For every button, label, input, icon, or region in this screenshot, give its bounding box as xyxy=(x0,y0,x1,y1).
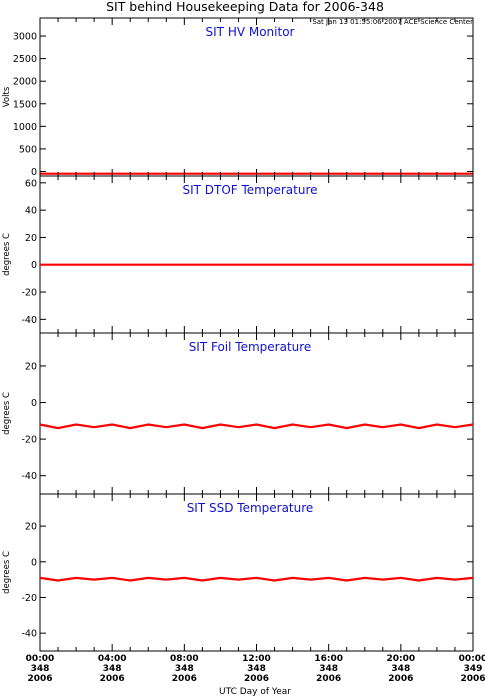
panel-frame xyxy=(39,332,474,495)
y-tick-label: -20 xyxy=(21,435,37,446)
series-line xyxy=(39,576,474,582)
y-tick-label: 20 xyxy=(25,233,37,244)
y-tick-label: -40 xyxy=(21,629,37,640)
panel-title: SIT HV Monitor xyxy=(206,25,295,39)
panel-1: 0 500 1000 1500 2000 2500 3000 SIT HV Monitor Vo… xyxy=(2,17,474,178)
x-tick-label-doy: 348 xyxy=(247,664,266,674)
y-tick-label: 0 xyxy=(31,398,37,409)
x-tick-label-doy: 348 xyxy=(103,664,122,674)
panel-2: -40 -20 0 20 40 60 SIT DTOF Temperature degrees… xyxy=(2,175,474,334)
panel-4: -40 -20 0 20 SIT SSD Temperature degrees C xyxy=(2,493,474,652)
y-tick-label: 1000 xyxy=(13,122,37,133)
x-tick-label-doy: 348 xyxy=(319,664,338,674)
y-tick-label: 3000 xyxy=(13,32,37,43)
x-tick-label-year: 2006 xyxy=(100,674,125,684)
y-tick-label: -40 xyxy=(21,471,37,482)
x-tick-label-year: 2006 xyxy=(27,674,52,684)
y-tick-label: 0 xyxy=(31,260,37,271)
x-tick-label-time: 16:00 xyxy=(314,654,343,664)
x-tick-label-time: 08:00 xyxy=(170,654,199,664)
y-tick-label: 60 xyxy=(25,178,37,189)
y-tick-label: 0 xyxy=(31,167,37,178)
x-tick-label-doy: 349 xyxy=(464,664,483,674)
x-tick-label-year: 2006 xyxy=(316,674,341,684)
x-axis: 00:00348200604:00348200608:00348200612:0… xyxy=(26,18,485,684)
y-tick-label: -20 xyxy=(21,593,37,604)
x-tick-label-year: 2006 xyxy=(388,674,413,684)
panel-frame xyxy=(39,175,474,334)
chart-title: SIT behind Housekeeping Data for 2006-34… xyxy=(106,0,384,14)
x-tick-label-time: 12:00 xyxy=(242,654,271,664)
timestamp: Sat Jan 13 01:55:06 2007 ACE Science Cen… xyxy=(312,18,473,26)
x-tick-label-year: 2006 xyxy=(244,674,269,684)
panel-title: SIT Foil Temperature xyxy=(189,340,312,354)
panel-3: -40 -20 0 20 SIT Foil Temperature degrees C xyxy=(2,332,474,495)
series-line xyxy=(39,423,474,430)
y-tick-label: 2500 xyxy=(13,54,37,65)
panel-frame xyxy=(39,17,474,177)
y-axis-label: degrees C xyxy=(2,233,12,276)
y-tick-label: -40 xyxy=(21,315,37,326)
y-axis-label: degrees C xyxy=(2,551,12,594)
y-tick-label: 500 xyxy=(19,144,37,155)
y-tick-label: 0 xyxy=(31,557,37,568)
x-tick-label-doy: 348 xyxy=(391,664,410,674)
panel-title: SIT DTOF Temperature xyxy=(182,183,317,197)
x-tick-label-time: 20:00 xyxy=(387,654,416,664)
panel-frame xyxy=(39,493,474,652)
x-axis-label: UTC Day of Year xyxy=(219,687,291,697)
y-axis-label: Volts xyxy=(2,86,12,107)
panel-title: SIT SSD Temperature xyxy=(187,501,314,515)
y-tick-label: 40 xyxy=(25,206,37,217)
x-tick-label-doy: 348 xyxy=(31,664,50,674)
y-tick-label: 20 xyxy=(25,522,37,533)
y-tick-label: 2000 xyxy=(13,77,37,88)
x-tick-label-time: 00:00 xyxy=(459,654,485,664)
y-tick-label: 20 xyxy=(25,361,37,372)
x-tick-label-year: 2006 xyxy=(460,674,485,684)
y-tick-label: 1500 xyxy=(13,99,37,110)
x-tick-label-doy: 348 xyxy=(175,664,194,674)
y-axis-label: degrees C xyxy=(2,392,12,435)
x-tick-label-time: 00:00 xyxy=(26,654,55,664)
y-tick-label: -20 xyxy=(21,288,37,299)
x-tick-label-year: 2006 xyxy=(172,674,197,684)
x-tick-label-time: 04:00 xyxy=(98,654,127,664)
